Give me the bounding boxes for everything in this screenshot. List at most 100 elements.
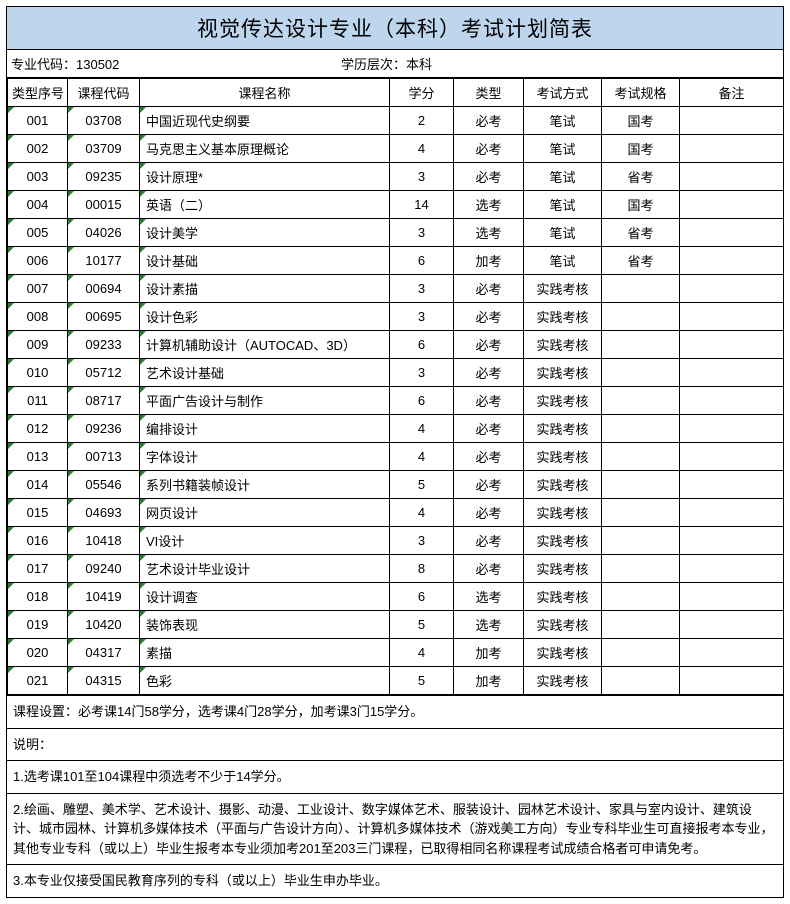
cell-name: 艺术设计基础 [140,359,390,387]
cell-type: 必考 [454,359,524,387]
cell-note [680,303,784,331]
cell-credit: 3 [390,359,454,387]
cell-method: 笔试 [524,135,602,163]
table-row: 00504026设计美学3选考笔试省考 [8,219,784,247]
cell-method: 实践考核 [524,611,602,639]
cell-note [680,359,784,387]
col-type: 类型 [454,79,524,107]
exam-plan-sheet: 视觉传达设计专业（本科）考试计划简表 专业代码：130502 学历层次：本科 类… [6,6,784,898]
cell-method: 笔试 [524,163,602,191]
cell-name: 设计基础 [140,247,390,275]
cell-type: 必考 [454,555,524,583]
table-row: 00610177设计基础6加考笔试省考 [8,247,784,275]
cell-code: 04315 [68,667,140,695]
cell-credit: 4 [390,443,454,471]
cell-method: 笔试 [524,191,602,219]
cell-credit: 4 [390,499,454,527]
cell-method: 实践考核 [524,639,602,667]
table-row: 01504693网页设计4必考实践考核 [8,499,784,527]
cell-seq: 008 [8,303,68,331]
cell-note [680,443,784,471]
cell-name: 设计素描 [140,275,390,303]
cell-credit: 6 [390,387,454,415]
cell-code: 10177 [68,247,140,275]
cell-code: 04026 [68,219,140,247]
cell-seq: 006 [8,247,68,275]
cell-note [680,331,784,359]
cell-credit: 5 [390,667,454,695]
cell-note [680,611,784,639]
cell-code: 09233 [68,331,140,359]
cell-spec [602,555,680,583]
cell-spec: 国考 [602,135,680,163]
cell-name: 平面广告设计与制作 [140,387,390,415]
cell-type: 加考 [454,247,524,275]
cell-name: 设计原理* [140,163,390,191]
col-credit: 学分 [390,79,454,107]
cell-method: 实践考核 [524,359,602,387]
page-title: 视觉传达设计专业（本科）考试计划简表 [7,7,783,50]
cell-seq: 005 [8,219,68,247]
cell-type: 必考 [454,387,524,415]
table-row: 01405546系列书籍装帧设计5必考实践考核 [8,471,784,499]
cell-spec [602,667,680,695]
table-row: 02104315色彩5加考实践考核 [8,667,784,695]
cell-credit: 6 [390,583,454,611]
cell-code: 00695 [68,303,140,331]
cell-method: 实践考核 [524,275,602,303]
edu-level-value: 本科 [406,57,432,72]
cell-name: 英语（二） [140,191,390,219]
cell-name: 设计色彩 [140,303,390,331]
cell-code: 03709 [68,135,140,163]
cell-seq: 019 [8,611,68,639]
cell-seq: 018 [8,583,68,611]
cell-name: 字体设计 [140,443,390,471]
cell-type: 加考 [454,667,524,695]
table-row: 00909233计算机辅助设计（AUTOCAD、3D）6必考实践考核 [8,331,784,359]
cell-name: 中国近现代史纲要 [140,107,390,135]
table-row: 02004317素描4加考实践考核 [8,639,784,667]
cell-name: 计算机辅助设计（AUTOCAD、3D） [140,331,390,359]
cell-seq: 003 [8,163,68,191]
cell-code: 10418 [68,527,140,555]
cell-code: 09240 [68,555,140,583]
cell-method: 实践考核 [524,303,602,331]
cell-credit: 6 [390,331,454,359]
table-row: 00700694设计素描3必考实践考核 [8,275,784,303]
cell-credit: 6 [390,247,454,275]
cell-type: 加考 [454,639,524,667]
cell-type: 必考 [454,107,524,135]
meta-edu-level: 学历层次：本科 [341,54,779,73]
cell-seq: 010 [8,359,68,387]
cell-note [680,163,784,191]
cell-spec [602,583,680,611]
cell-spec [602,331,680,359]
cell-spec: 省考 [602,219,680,247]
cell-spec [602,443,680,471]
table-row: 01709240艺术设计毕业设计8必考实践考核 [8,555,784,583]
notes-block: 课程设置：必考课14门58学分，选考课4门28学分，加考课3门15学分。说明：1… [7,695,783,897]
cell-type: 必考 [454,527,524,555]
table-row: 01610418VI设计3必考实践考核 [8,527,784,555]
cell-spec: 国考 [602,191,680,219]
cell-name: 设计调查 [140,583,390,611]
cell-method: 实践考核 [524,387,602,415]
cell-spec [602,303,680,331]
cell-code: 10420 [68,611,140,639]
cell-spec: 省考 [602,247,680,275]
cell-code: 09235 [68,163,140,191]
cell-type: 必考 [454,331,524,359]
edu-level-label: 学历层次： [341,57,406,72]
table-row: 00203709马克思主义基本原理概论4必考笔试国考 [8,135,784,163]
table-row: 01209236编排设计4必考实践考核 [8,415,784,443]
cell-spec [602,639,680,667]
table-row: 01005712艺术设计基础3必考实践考核 [8,359,784,387]
cell-name: 系列书籍装帧设计 [140,471,390,499]
col-code: 课程代码 [68,79,140,107]
cell-code: 05712 [68,359,140,387]
note-line: 2.绘画、雕塑、美术学、艺术设计、摄影、动漫、工业设计、数字媒体艺术、服装设计、… [7,793,783,865]
table-row: 00800695设计色彩3必考实践考核 [8,303,784,331]
cell-note [680,639,784,667]
cell-credit: 5 [390,611,454,639]
cell-type: 选考 [454,611,524,639]
